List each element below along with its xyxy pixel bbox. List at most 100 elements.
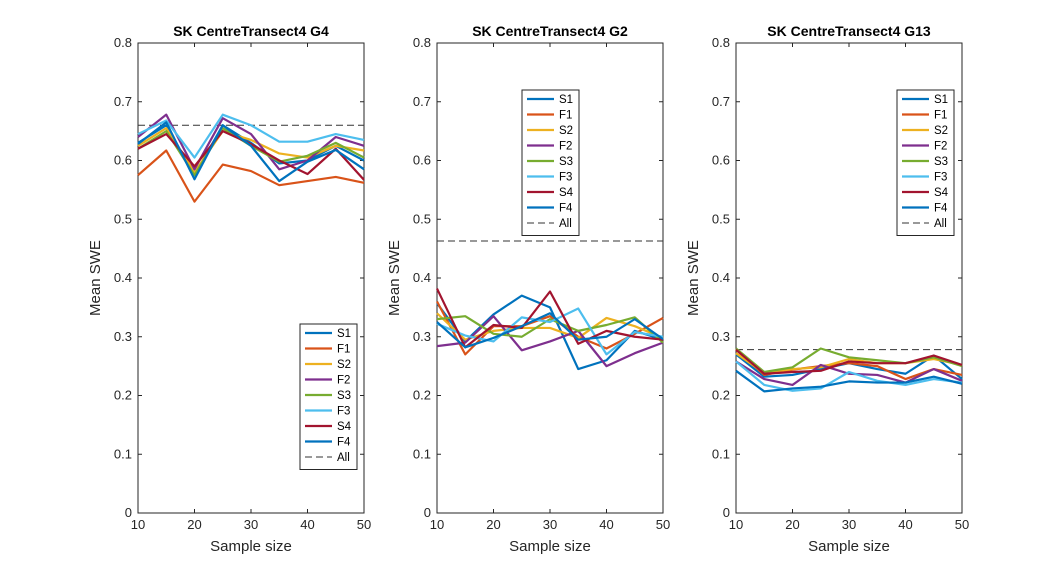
y-axis-label: Mean SWE xyxy=(386,240,403,316)
legend-label: S3 xyxy=(559,156,573,168)
x-tick-label: 50 xyxy=(955,517,969,532)
legend-label: S3 xyxy=(337,390,351,402)
chart-panel-3: 0 0.1 0.2 0.3 0.4 0.5 0.6 0.7 0.8 10 20 30 40 50 SK Ce… xyxy=(685,23,969,555)
y-tick-label: 0 xyxy=(125,505,132,520)
y-axis-label: Mean SWE xyxy=(87,240,104,316)
legend-label: S1 xyxy=(559,94,573,106)
legend-label: S2 xyxy=(934,125,948,137)
y-tick-label: 0.5 xyxy=(413,211,431,226)
y-tick-label: 0.4 xyxy=(712,270,730,285)
legend-label: S1 xyxy=(934,94,948,106)
y-tick-label: 0.4 xyxy=(114,270,132,285)
y-tick-label: 0 xyxy=(424,505,431,520)
y-tick-label: 0.8 xyxy=(413,35,431,50)
chart-panel-1: 0 0.1 0.2 0.3 0.4 0.5 0.6 0.7 0.8 10 20 30 40 50 SK Ce… xyxy=(87,23,371,555)
x-axis-label: Sample size xyxy=(808,538,890,555)
x-axis-label: Sample size xyxy=(509,538,591,555)
series-line-f2 xyxy=(436,315,664,368)
series-line-f2 xyxy=(735,360,963,387)
series-line-s3 xyxy=(735,347,963,374)
legend-label: F3 xyxy=(337,406,350,418)
legend-label: F2 xyxy=(559,141,572,153)
y-tick-label: 0.8 xyxy=(114,35,132,50)
series-line-s4 xyxy=(436,288,664,349)
legend-label: S1 xyxy=(337,328,351,340)
x-tick-label: 30 xyxy=(842,517,856,532)
legend-label: S2 xyxy=(559,125,573,137)
legend-label: F2 xyxy=(337,375,350,387)
legend-label: F4 xyxy=(559,203,573,215)
chart-title: SK CentreTransect4 G4 xyxy=(173,23,329,39)
x-tick-label: 40 xyxy=(300,517,314,532)
y-tick-label: 0.7 xyxy=(413,94,431,109)
x-tick-label: 50 xyxy=(357,517,371,532)
legend-label: F1 xyxy=(337,344,350,356)
legend-label: All xyxy=(934,218,947,230)
legend-label: S4 xyxy=(934,187,949,199)
series-line-f3 xyxy=(137,113,365,159)
x-tick-label: 40 xyxy=(599,517,613,532)
legend-label: All xyxy=(559,218,572,230)
x-tick-label: 40 xyxy=(898,517,912,532)
series-line-f3 xyxy=(735,360,963,392)
legend: S1 F1 S2 F2 S3 F3 S4 F4 All xyxy=(299,323,358,470)
y-tick-label: 0.1 xyxy=(712,446,730,461)
legend-label: F3 xyxy=(934,172,947,184)
series-line-s4 xyxy=(735,348,963,375)
y-tick-label: 0.2 xyxy=(712,388,730,403)
y-tick-label: 0.5 xyxy=(114,211,132,226)
series-line-f3 xyxy=(436,307,664,356)
y-tick-label: 0.6 xyxy=(114,153,132,168)
y-tick-label: 0.2 xyxy=(114,388,132,403)
legend-label: F4 xyxy=(337,437,351,449)
series-line-f4 xyxy=(137,121,365,183)
legend-label: F1 xyxy=(559,110,572,122)
chart-title: SK CentreTransect4 G13 xyxy=(767,23,931,39)
x-tick-label: 10 xyxy=(430,517,444,532)
y-tick-label: 0.7 xyxy=(712,94,730,109)
legend: S1 F1 S2 F2 S3 F3 S4 F4 All xyxy=(521,89,580,236)
legend-label: F4 xyxy=(934,203,948,215)
series-line-s2 xyxy=(735,352,963,375)
legend-label: S4 xyxy=(559,187,574,199)
y-tick-label: 0.3 xyxy=(413,329,431,344)
x-tick-label: 50 xyxy=(656,517,670,532)
y-tick-label: 0.6 xyxy=(413,153,431,168)
chart-title: SK CentreTransect4 G2 xyxy=(472,23,628,39)
legend-label: All xyxy=(337,452,350,464)
x-tick-label: 20 xyxy=(187,517,201,532)
y-axis-label: Mean SWE xyxy=(685,240,702,316)
x-tick-label: 30 xyxy=(543,517,557,532)
y-tick-label: 0.1 xyxy=(413,446,431,461)
series-line-s4 xyxy=(137,130,365,181)
chart-panel-2: 0 0.1 0.2 0.3 0.4 0.5 0.6 0.7 0.8 10 20 30 40 50 SK Ce… xyxy=(386,23,670,555)
y-tick-label: 0.2 xyxy=(413,388,431,403)
x-tick-label: 20 xyxy=(486,517,500,532)
x-axis-label: Sample size xyxy=(210,538,292,555)
legend-label: F3 xyxy=(559,172,572,184)
y-tick-label: 0.3 xyxy=(114,329,132,344)
legend-label: S2 xyxy=(337,359,351,371)
x-tick-label: 30 xyxy=(244,517,258,532)
y-tick-label: 0.8 xyxy=(712,35,730,50)
series-line-f4 xyxy=(436,312,664,349)
y-tick-label: 0.7 xyxy=(114,94,132,109)
y-tick-label: 0.6 xyxy=(712,153,730,168)
x-tick-label: 10 xyxy=(131,517,145,532)
legend-label: S3 xyxy=(934,156,948,168)
series-line-f1 xyxy=(137,149,365,203)
y-tick-label: 0.1 xyxy=(114,446,132,461)
y-tick-label: 0 xyxy=(723,505,730,520)
legend-label: F2 xyxy=(934,141,947,153)
y-tick-label: 0.5 xyxy=(712,211,730,226)
y-tick-label: 0.4 xyxy=(413,270,431,285)
legend-label: S4 xyxy=(337,421,352,433)
series-line-f4 xyxy=(735,369,963,393)
series-line-s3 xyxy=(436,315,664,344)
x-tick-label: 20 xyxy=(785,517,799,532)
x-tick-label: 10 xyxy=(729,517,743,532)
legend-label: F1 xyxy=(934,110,947,122)
y-tick-label: 0.3 xyxy=(712,329,730,344)
